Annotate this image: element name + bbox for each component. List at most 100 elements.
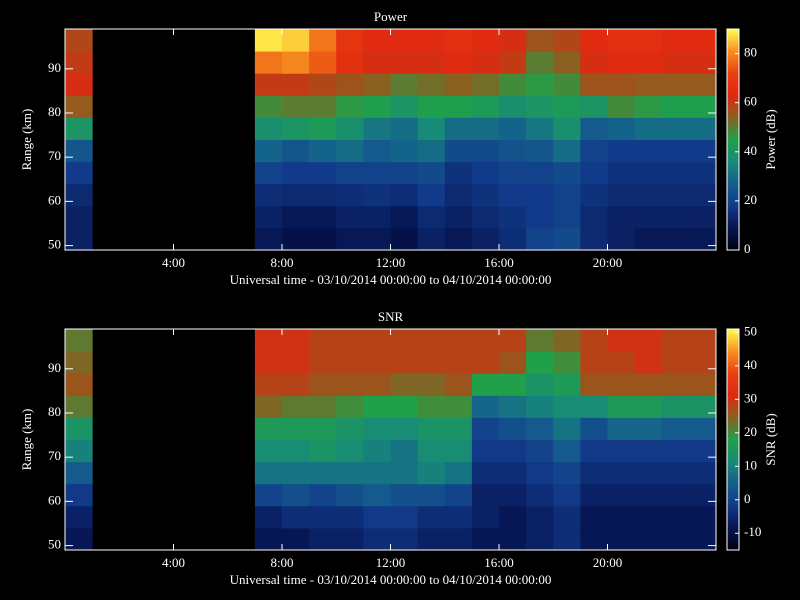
heatmap-cell	[634, 117, 663, 140]
heatmap-cell	[65, 73, 93, 96]
heatmap-cell	[471, 73, 500, 96]
heatmap-cell	[417, 117, 446, 140]
heatmap-cell	[282, 351, 310, 374]
colorbar-tick-label: 40	[744, 143, 757, 158]
heatmap-cell	[309, 227, 337, 251]
heatmap-cell	[390, 483, 419, 507]
colorbar-tick-label: 10	[744, 457, 757, 472]
heatmap-cell	[65, 51, 93, 74]
heatmap-cell	[661, 505, 690, 529]
heatmap-cell	[309, 161, 337, 185]
heatmap-cell	[65, 505, 93, 529]
heatmap-cell	[336, 329, 364, 352]
heatmap-cell	[661, 351, 690, 374]
heatmap-cell	[471, 329, 500, 352]
heatmap-cell	[580, 117, 608, 140]
heatmap-cell	[363, 73, 391, 96]
heatmap-cell	[254, 227, 283, 251]
heatmap-cell	[634, 205, 663, 229]
heatmap-cell	[390, 73, 419, 96]
heatmap-cell	[688, 351, 717, 374]
x-tick-label: 20:00	[593, 255, 623, 270]
heatmap-cell	[444, 29, 473, 52]
heatmap-cell	[65, 205, 93, 229]
heatmap-cell	[607, 417, 636, 440]
heatmap-cell	[363, 351, 391, 374]
heatmap-cell	[661, 439, 690, 463]
heatmap-cell	[526, 51, 554, 74]
heatmap-cell	[363, 527, 391, 551]
heatmap-cell	[282, 161, 310, 185]
heatmap-cell	[254, 417, 283, 440]
heatmap-cell	[65, 29, 93, 52]
heatmap-cell	[661, 95, 690, 118]
heatmap-cell	[471, 417, 500, 440]
heatmap-cell	[661, 417, 690, 440]
heatmap-cell	[634, 183, 663, 207]
heatmap-cell	[580, 395, 608, 418]
heatmap-cell	[471, 395, 500, 418]
heatmap-cell	[282, 373, 310, 396]
heatmap-cell	[65, 395, 93, 418]
colorbar	[727, 329, 739, 550]
heatmap-cell	[607, 505, 636, 529]
heatmap-cell	[417, 161, 446, 185]
heatmap-cell	[444, 139, 473, 163]
heatmap-cell	[444, 505, 473, 529]
heatmap-cell	[390, 161, 419, 185]
heatmap-cell	[580, 51, 608, 74]
heatmap-cell	[282, 29, 310, 52]
heatmap-cell	[607, 395, 636, 418]
heatmap-cell	[390, 183, 419, 207]
heatmap-cell	[688, 51, 717, 74]
heatmap-cell	[688, 183, 717, 207]
heatmap-cell	[65, 373, 93, 396]
heatmap-cell	[471, 227, 500, 251]
colorbar-frame	[726, 328, 740, 551]
heatmap-cell	[526, 161, 554, 185]
heatmap-cell	[336, 527, 364, 551]
colorbar-tick-label: 40	[744, 357, 757, 372]
heatmap-cell	[336, 461, 364, 485]
heatmap-cell	[444, 461, 473, 485]
heatmap-cell	[499, 205, 527, 229]
heatmap-cell	[471, 51, 500, 74]
heatmap-cell	[417, 227, 446, 251]
heatmap-cell	[526, 373, 554, 396]
heatmap-cell	[688, 139, 717, 163]
heatmap-cell	[444, 373, 473, 396]
heatmap-cell	[363, 505, 391, 529]
y-tick-label: 90	[48, 360, 61, 375]
heatmap-cell	[254, 117, 283, 140]
heatmap-cell	[363, 417, 391, 440]
heatmap-cell	[526, 505, 554, 529]
heatmap-cell	[553, 373, 581, 396]
y-tick-label: 60	[48, 492, 61, 507]
heatmap-cell	[309, 417, 337, 440]
heatmap-cell	[661, 227, 690, 251]
chart-title: Power	[374, 9, 408, 24]
heatmap-cell	[634, 461, 663, 485]
y-tick-label: 50	[48, 237, 61, 252]
heatmap-cell	[254, 351, 283, 374]
heatmap-cell	[471, 505, 500, 529]
heatmap-cell	[444, 439, 473, 463]
heatmap-cell	[499, 73, 527, 96]
heatmap-cell	[580, 29, 608, 52]
heatmap-cell	[390, 439, 419, 463]
heatmap-cell	[607, 183, 636, 207]
heatmap-cell	[254, 29, 283, 52]
heatmap-cell	[65, 527, 93, 551]
heatmap-cell	[254, 73, 283, 96]
heatmap-cell	[417, 51, 446, 74]
heatmap-cell	[580, 351, 608, 374]
heatmap-cell	[254, 505, 283, 529]
heatmap-cell	[471, 439, 500, 463]
colorbar-tick-label: -10	[744, 524, 761, 539]
heatmap-cell	[688, 73, 717, 96]
heatmap-cell	[553, 505, 581, 529]
heatmap-cell	[363, 205, 391, 229]
heatmap-cell	[499, 95, 527, 118]
heatmap-cell	[309, 439, 337, 463]
heatmap-cell	[580, 205, 608, 229]
